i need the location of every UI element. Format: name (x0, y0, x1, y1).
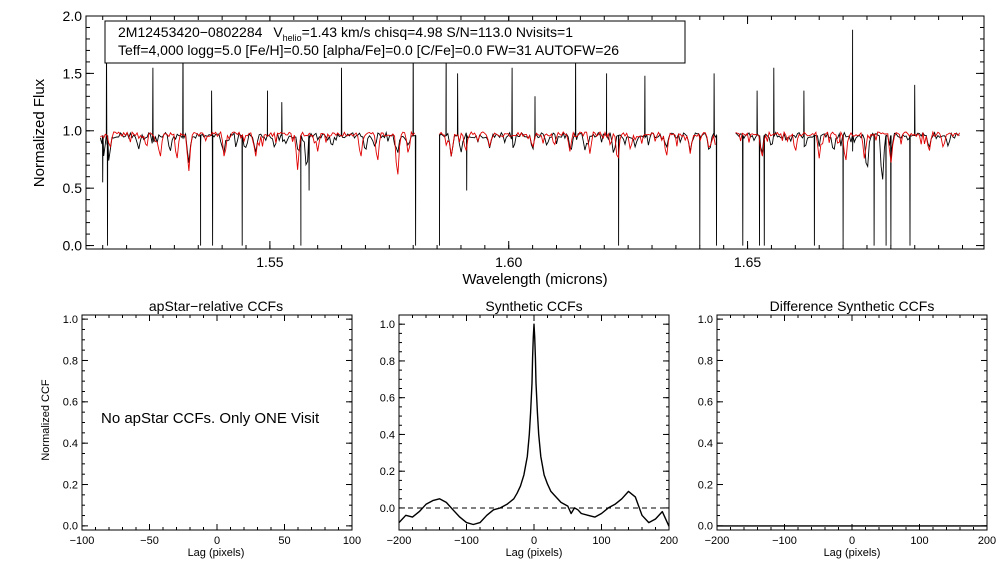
model-spectrum-line (100, 130, 415, 175)
y-tick-label: 1.5 (63, 65, 83, 81)
x-tick-label: 0 (531, 535, 537, 547)
y-tick-label: 1.0 (63, 123, 83, 139)
model-spectrum-line (735, 130, 960, 163)
apstar-ccf-panel: apStar−relative CCFs −100 −50 0 50 100 0.0 0.2… (40, 298, 361, 559)
y-tick-label: 1.0 (380, 319, 395, 331)
x-tick-label: 1.60 (495, 254, 522, 270)
synthetic-ccf-axes-frame (398, 314, 670, 531)
info-box-line1: 2M12453420−0802284 Vhelio=1.43 km/s chis… (118, 24, 573, 43)
synthetic-ccf-lines (398, 323, 670, 527)
info-v-subscript: helio (283, 33, 302, 43)
x-tick-label: 1.55 (256, 254, 283, 270)
apstar-ccf-title: apStar−relative CCFs (149, 298, 283, 314)
y-tick-label: 0.5 (63, 180, 83, 196)
x-tick-label: 0 (214, 535, 220, 547)
spectrum-plot-area (99, 21, 960, 246)
x-tick-label: −200 (705, 535, 730, 547)
y-tick-label: 1.0 (698, 314, 713, 326)
y-tick-label: 0.4 (380, 429, 395, 441)
y-tick-label: 0.0 (63, 521, 78, 533)
y-tick-label: 0.8 (63, 355, 78, 367)
x-tick-label: 200 (978, 535, 996, 547)
y-tick-label: 0.6 (698, 397, 713, 409)
info-box-frame (104, 20, 686, 64)
synthetic-ccf-xlabel: Lag (pixels) (506, 547, 563, 559)
y-tick-label: 2.0 (63, 8, 83, 24)
y-tick-label: 0.6 (63, 397, 78, 409)
info-v-symbol: V (273, 24, 283, 40)
difference-ccf-ticks: −200 −100 0 100 200 0.0 0.2 0.4 0.6 0.8 1.0 (698, 314, 996, 547)
difference-ccf-xlabel: Lag (pixels) (824, 547, 881, 559)
y-tick-label: 0.6 (380, 393, 395, 405)
y-tick-label: 0.8 (380, 356, 395, 368)
difference-ccf-panel: Difference Synthetic CCFs −200 −100 0 100 20… (698, 298, 996, 559)
x-tick-label: 50 (278, 535, 290, 547)
y-tick-label: 0.4 (698, 438, 713, 450)
apstar-ccf-ticks: −100 −50 0 50 100 0.0 0.2 0.4 0.6 0.8 1.0 (63, 314, 361, 547)
x-tick-label: −100 (454, 535, 479, 547)
y-tick-label: 0.0 (63, 237, 83, 253)
info-star-id: 2M12453420−0802284 (118, 24, 263, 40)
y-tick-label: 0.0 (380, 503, 395, 515)
spectrum-ticks: 1.55 1.60 1.65 0.0 0.5 1.0 1.5 2.0 (63, 8, 984, 270)
x-tick-label: 200 (660, 535, 678, 547)
synthetic-ccf-curve (398, 323, 670, 527)
info-velocity-snr: =1.43 km/s chisq=4.98 S/N=113.0 Nvisits=… (302, 24, 574, 40)
y-tick-label: 0.2 (698, 479, 713, 491)
x-tick-label: 1.65 (734, 254, 761, 270)
apstar-ccf-ylabel: Normalized CCF (40, 379, 52, 461)
difference-ccf-title: Difference Synthetic CCFs (770, 298, 935, 314)
spectrum-xlabel: Wavelength (microns) (462, 271, 607, 288)
spectrum-ylabel: Normalized Flux (31, 78, 48, 187)
spectrum-axes-frame (85, 15, 985, 250)
model-spectrum-line (439, 131, 716, 159)
spectrum-panel: 1.55 1.60 1.65 0.0 0.5 1.0 1.5 2.0 2M12453420−0… (31, 8, 985, 288)
x-tick-label: 100 (343, 535, 361, 547)
spectrum-lines (99, 21, 960, 246)
info-box-line2: Teff=4,000 logg=5.0 [Fe/H]=0.50 [alpha/F… (118, 42, 619, 58)
synthetic-ccf-title: Synthetic CCFs (485, 298, 582, 314)
x-tick-label: 0 (849, 535, 855, 547)
info-box: 2M12453420−0802284 Vhelio=1.43 km/s chis… (104, 20, 686, 64)
y-tick-label: 0.8 (698, 355, 713, 367)
x-tick-label: −100 (70, 535, 95, 547)
synthetic-ccf-panel: Synthetic CCFs −200 −100 0 100 200 0.0 0.2 0.4 0… (380, 298, 678, 559)
y-tick-label: 0.4 (63, 438, 78, 450)
observed-spectrum-line (99, 27, 417, 246)
apstar-ccf-xlabel: Lag (pixels) (188, 547, 245, 559)
y-tick-label: 0.2 (380, 466, 395, 478)
y-tick-label: 0.2 (63, 479, 78, 491)
x-tick-label: −100 (772, 535, 797, 547)
no-ccf-message: No apStar CCFs. Only ONE Visit (101, 410, 320, 427)
x-tick-label: −200 (387, 535, 412, 547)
y-tick-label: 0.0 (698, 521, 713, 533)
difference-ccf-axes-frame (716, 314, 988, 531)
synthetic-ccf-ticks: −200 −100 0 100 200 0.0 0.2 0.4 0.6 0.8 1.0 (380, 314, 678, 547)
y-tick-label: 1.0 (63, 314, 78, 326)
x-tick-label: −50 (140, 535, 159, 547)
x-tick-label: 100 (910, 535, 928, 547)
x-tick-label: 100 (592, 535, 610, 547)
